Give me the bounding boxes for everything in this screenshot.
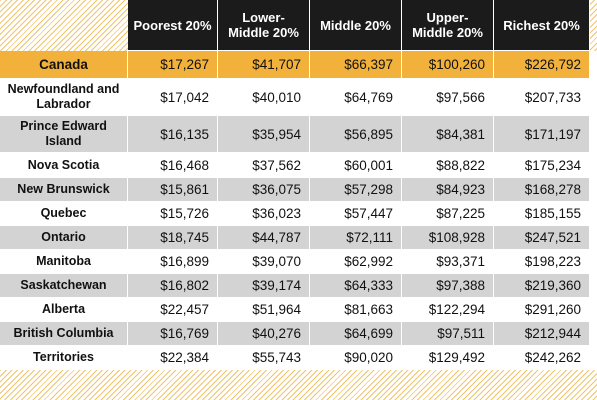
region-name: Saskatchewan (0, 274, 128, 298)
region-name: Canada (0, 51, 128, 79)
region-name: British Columbia (0, 322, 128, 346)
income-value: $198,223 (494, 250, 590, 274)
table-row: British Columbia $16,769 $40,276 $64,699 $97… (0, 322, 590, 346)
income-value: $36,075 (218, 178, 310, 202)
table-row: Prince Edward Island $16,135 $35,954 $56,89… (0, 116, 590, 153)
region-name: Prince Edward Island (0, 116, 128, 153)
table-row: Canada $17,267 $41,707 $66,397 $100,260 $226,… (0, 51, 590, 79)
income-table: Poorest 20% Lower-Middle 20% Middle 20% … (0, 0, 590, 370)
income-value: $219,360 (494, 274, 590, 298)
region-name: Alberta (0, 298, 128, 322)
income-value: $81,663 (310, 298, 402, 322)
income-value: $57,447 (310, 202, 402, 226)
income-value: $16,135 (128, 116, 218, 153)
income-value: $122,294 (402, 298, 494, 322)
column-header: Upper-Middle 20% (402, 0, 494, 51)
region-name: Manitoba (0, 250, 128, 274)
income-value: $39,174 (218, 274, 310, 298)
income-value: $100,260 (402, 51, 494, 79)
income-value: $18,745 (128, 226, 218, 250)
income-value: $168,278 (494, 178, 590, 202)
decorative-hatch-bottom (0, 370, 597, 400)
income-value: $16,769 (128, 322, 218, 346)
income-value: $207,733 (494, 79, 590, 116)
income-value: $93,371 (402, 250, 494, 274)
region-name: Nova Scotia (0, 153, 128, 178)
income-value: $35,954 (218, 116, 310, 153)
income-value: $90,020 (310, 346, 402, 370)
income-value: $97,566 (402, 79, 494, 116)
income-value: $22,457 (128, 298, 218, 322)
region-name: Ontario (0, 226, 128, 250)
income-value: $64,699 (310, 322, 402, 346)
table-row: Ontario $18,745 $44,787 $72,111 $108,928 $247… (0, 226, 590, 250)
income-value: $72,111 (310, 226, 402, 250)
table-row: Quebec $15,726 $36,023 $57,447 $87,225 $185,1… (0, 202, 590, 226)
income-value: $84,923 (402, 178, 494, 202)
income-value: $64,333 (310, 274, 402, 298)
income-value: $16,468 (128, 153, 218, 178)
region-name: Quebec (0, 202, 128, 226)
income-value: $87,225 (402, 202, 494, 226)
income-value: $39,070 (218, 250, 310, 274)
income-value: $15,726 (128, 202, 218, 226)
corner-cell (0, 0, 128, 51)
income-value: $242,262 (494, 346, 590, 370)
income-value: $16,899 (128, 250, 218, 274)
income-value: $22,384 (128, 346, 218, 370)
income-value: $60,001 (310, 153, 402, 178)
income-value: $17,042 (128, 79, 218, 116)
table-row: New Brunswick $15,861 $36,075 $57,298 $84,92… (0, 178, 590, 202)
income-value: $15,861 (128, 178, 218, 202)
column-header: Middle 20% (310, 0, 402, 51)
table-row: Alberta $22,457 $51,964 $81,663 $122,294 $291… (0, 298, 590, 322)
income-value: $16,802 (128, 274, 218, 298)
table-row: Territories $22,384 $55,743 $90,020 $129,492… (0, 346, 590, 370)
income-value: $247,521 (494, 226, 590, 250)
income-value: $171,197 (494, 116, 590, 153)
income-value: $64,769 (310, 79, 402, 116)
income-value: $44,787 (218, 226, 310, 250)
header-row: Poorest 20% Lower-Middle 20% Middle 20% … (0, 0, 590, 51)
column-header: Poorest 20% (128, 0, 218, 51)
income-value: $108,928 (402, 226, 494, 250)
income-value: $56,895 (310, 116, 402, 153)
income-value: $97,388 (402, 274, 494, 298)
income-value: $212,944 (494, 322, 590, 346)
income-value: $84,381 (402, 116, 494, 153)
table-row: Saskatchewan $16,802 $39,174 $64,333 $97,388… (0, 274, 590, 298)
income-value: $175,234 (494, 153, 590, 178)
table-row: Manitoba $16,899 $39,070 $62,992 $93,371 $198… (0, 250, 590, 274)
region-name: Newfoundland and Labrador (0, 79, 128, 116)
income-value: $17,267 (128, 51, 218, 79)
income-value: $62,992 (310, 250, 402, 274)
column-header: Richest 20% (494, 0, 590, 51)
income-value: $226,792 (494, 51, 590, 79)
income-value: $291,260 (494, 298, 590, 322)
income-value: $37,562 (218, 153, 310, 178)
column-header: Lower-Middle 20% (218, 0, 310, 51)
income-value: $55,743 (218, 346, 310, 370)
income-value: $185,155 (494, 202, 590, 226)
income-value: $51,964 (218, 298, 310, 322)
region-name: Territories (0, 346, 128, 370)
income-value: $40,010 (218, 79, 310, 116)
income-value: $66,397 (310, 51, 402, 79)
income-value: $97,511 (402, 322, 494, 346)
region-name: New Brunswick (0, 178, 128, 202)
table-body: Canada $17,267 $41,707 $66,397 $100,260 $226,… (0, 51, 590, 370)
table-row: Nova Scotia $16,468 $37,562 $60,001 $88,822 $… (0, 153, 590, 178)
income-value: $88,822 (402, 153, 494, 178)
income-value: $36,023 (218, 202, 310, 226)
income-value: $40,276 (218, 322, 310, 346)
income-value: $41,707 (218, 51, 310, 79)
table-row: Newfoundland and Labrador $17,042 $40,010 $… (0, 79, 590, 116)
income-value: $129,492 (402, 346, 494, 370)
income-value: $57,298 (310, 178, 402, 202)
